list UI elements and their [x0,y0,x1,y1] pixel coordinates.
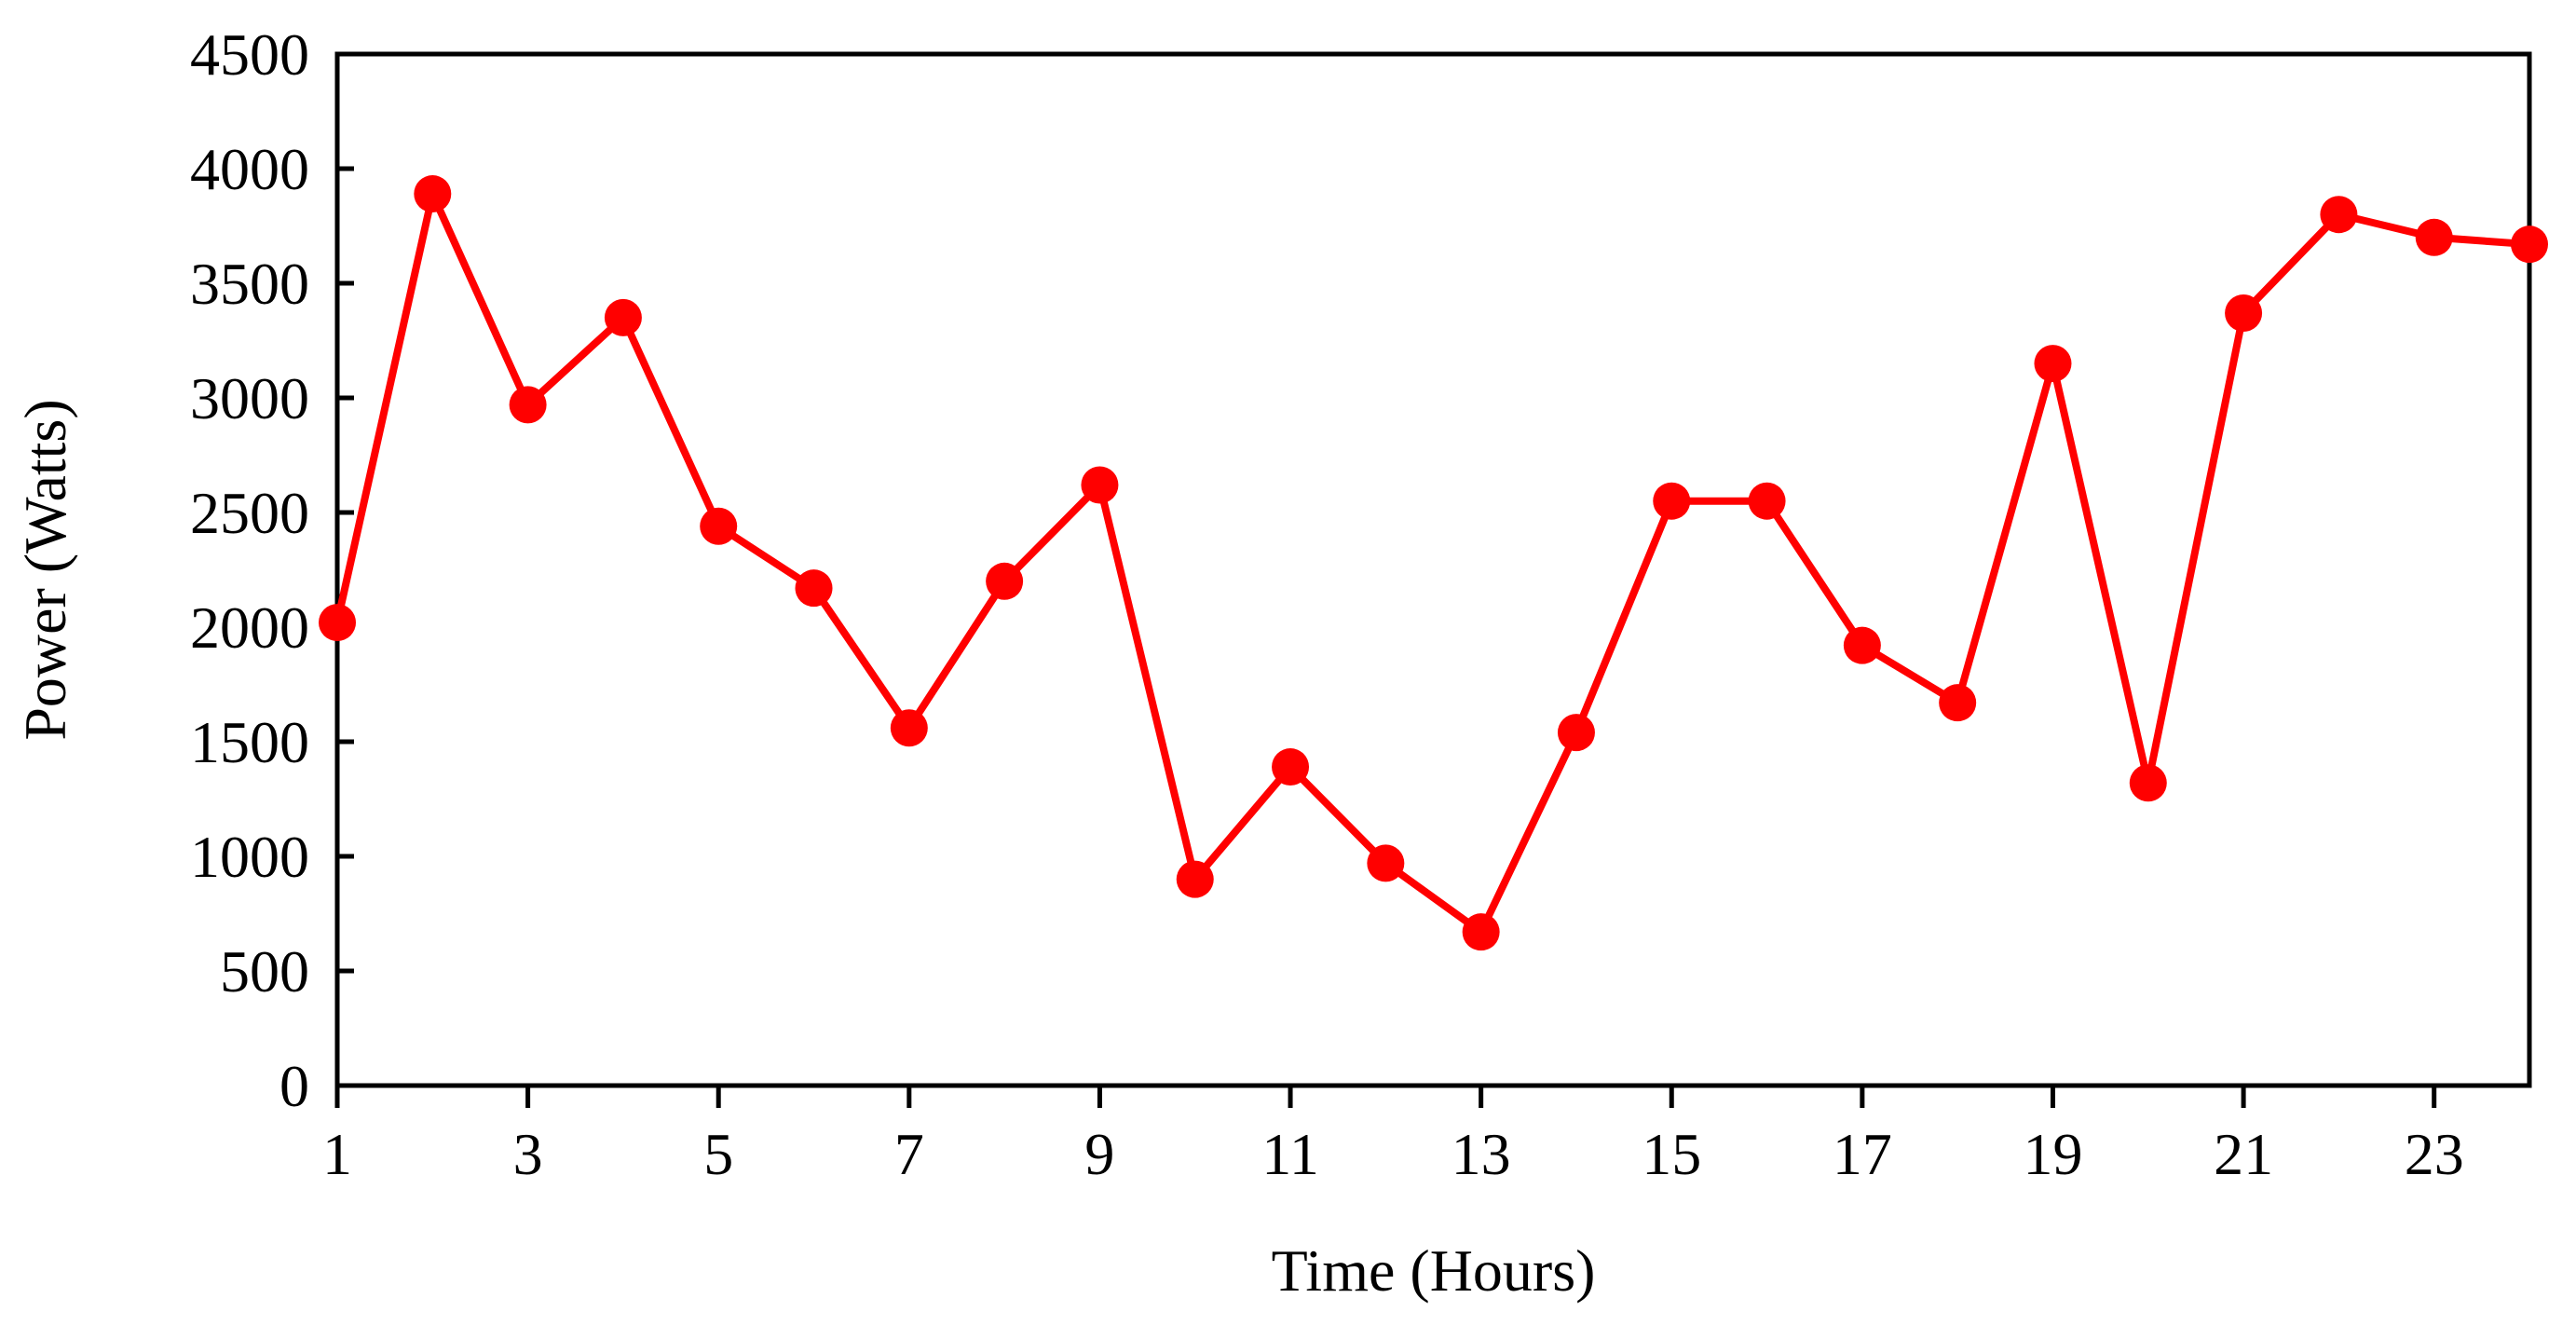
y-tick-label: 3500 [190,251,309,317]
y-tick-label: 2000 [190,594,309,661]
x-tick-label: 7 [894,1121,924,1187]
x-tick-label: 11 [1261,1121,1319,1187]
series-layer [319,175,2548,951]
x-tick-label: 9 [1084,1121,1114,1187]
y-tick-label: 1500 [190,709,309,775]
x-tick-label: 23 [2405,1121,2464,1187]
x-tick-label: 19 [2023,1121,2082,1187]
data-point [2320,196,2358,234]
data-point [1367,844,1405,882]
x-axis-title: Time (Hours) [1272,1237,1596,1304]
y-tick-label: 2500 [190,480,309,546]
x-axis: 1 3 5 7 9 11 13 15 17 19 21 23 [322,1086,2464,1187]
data-point [986,562,1024,600]
y-tick-label: 4000 [190,136,309,202]
data-point [795,569,833,608]
data-point [1843,626,1881,664]
data-point [2415,218,2453,256]
data-point [604,298,642,336]
x-tick-label: 5 [703,1121,733,1187]
plot-area-frame [334,51,2532,1088]
data-point [2225,294,2263,332]
y-tick-label: 4500 [190,21,309,88]
data-point [1939,684,1977,722]
data-point [1272,748,1310,786]
x-tick-label: 21 [2214,1121,2273,1187]
data-point [2034,345,2072,383]
data-point [1176,860,1214,898]
data-point [1557,714,1595,752]
data-point [1653,482,1691,520]
y-axis-title: Power (Watts) [12,399,78,740]
data-point [890,709,928,747]
data-point [1748,482,1786,520]
data-point [414,175,452,213]
x-tick-label: 3 [513,1121,543,1187]
x-tick-label: 15 [1642,1121,1701,1187]
data-point [509,386,547,424]
y-axis: 0 500 1000 1500 2000 2500 3000 3500 4000 4500 [190,21,354,1119]
x-tick-label: 1 [322,1121,352,1187]
data-point [319,604,356,642]
data-point [700,507,738,545]
y-tick-label: 0 [279,1053,309,1119]
data-point [2129,764,2167,802]
data-point [2511,225,2548,264]
y-tick-label: 1000 [190,824,309,890]
data-point [1081,466,1119,504]
y-tick-label: 3000 [190,365,309,431]
data-point [1462,913,1500,951]
x-tick-label: 13 [1452,1121,1511,1187]
y-tick-label: 500 [220,938,309,1004]
series-line [334,190,2530,936]
x-tick-label: 17 [1833,1121,1892,1187]
